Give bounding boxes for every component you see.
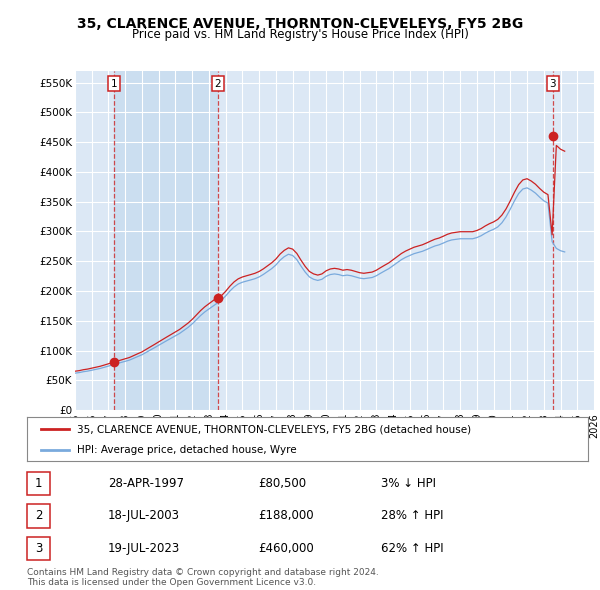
Text: 2: 2	[215, 79, 221, 89]
Text: 35, CLARENCE AVENUE, THORNTON-CLEVELEYS, FY5 2BG: 35, CLARENCE AVENUE, THORNTON-CLEVELEYS,…	[77, 17, 523, 31]
Text: £460,000: £460,000	[258, 542, 314, 555]
Text: 2: 2	[35, 509, 42, 523]
Text: 3: 3	[550, 79, 556, 89]
Text: 28-APR-1997: 28-APR-1997	[108, 477, 184, 490]
Text: 62% ↑ HPI: 62% ↑ HPI	[381, 542, 443, 555]
Text: 19-JUL-2023: 19-JUL-2023	[108, 542, 180, 555]
Bar	[114, 71, 218, 410]
Text: HPI: Average price, detached house, Wyre: HPI: Average price, detached house, Wyre	[77, 445, 297, 455]
Text: 18-JUL-2003: 18-JUL-2003	[108, 509, 180, 523]
Text: 35, CLARENCE AVENUE, THORNTON-CLEVELEYS, FY5 2BG (detached house): 35, CLARENCE AVENUE, THORNTON-CLEVELEYS,…	[77, 424, 472, 434]
Text: 1: 1	[110, 79, 117, 89]
Text: £188,000: £188,000	[258, 509, 314, 523]
Text: 28% ↑ HPI: 28% ↑ HPI	[381, 509, 443, 523]
Text: Contains HM Land Registry data © Crown copyright and database right 2024.
This d: Contains HM Land Registry data © Crown c…	[27, 568, 379, 587]
Text: 1: 1	[35, 477, 42, 490]
Text: 3: 3	[35, 542, 42, 555]
Text: Price paid vs. HM Land Registry's House Price Index (HPI): Price paid vs. HM Land Registry's House …	[131, 28, 469, 41]
Text: £80,500: £80,500	[258, 477, 306, 490]
Text: 3% ↓ HPI: 3% ↓ HPI	[381, 477, 436, 490]
